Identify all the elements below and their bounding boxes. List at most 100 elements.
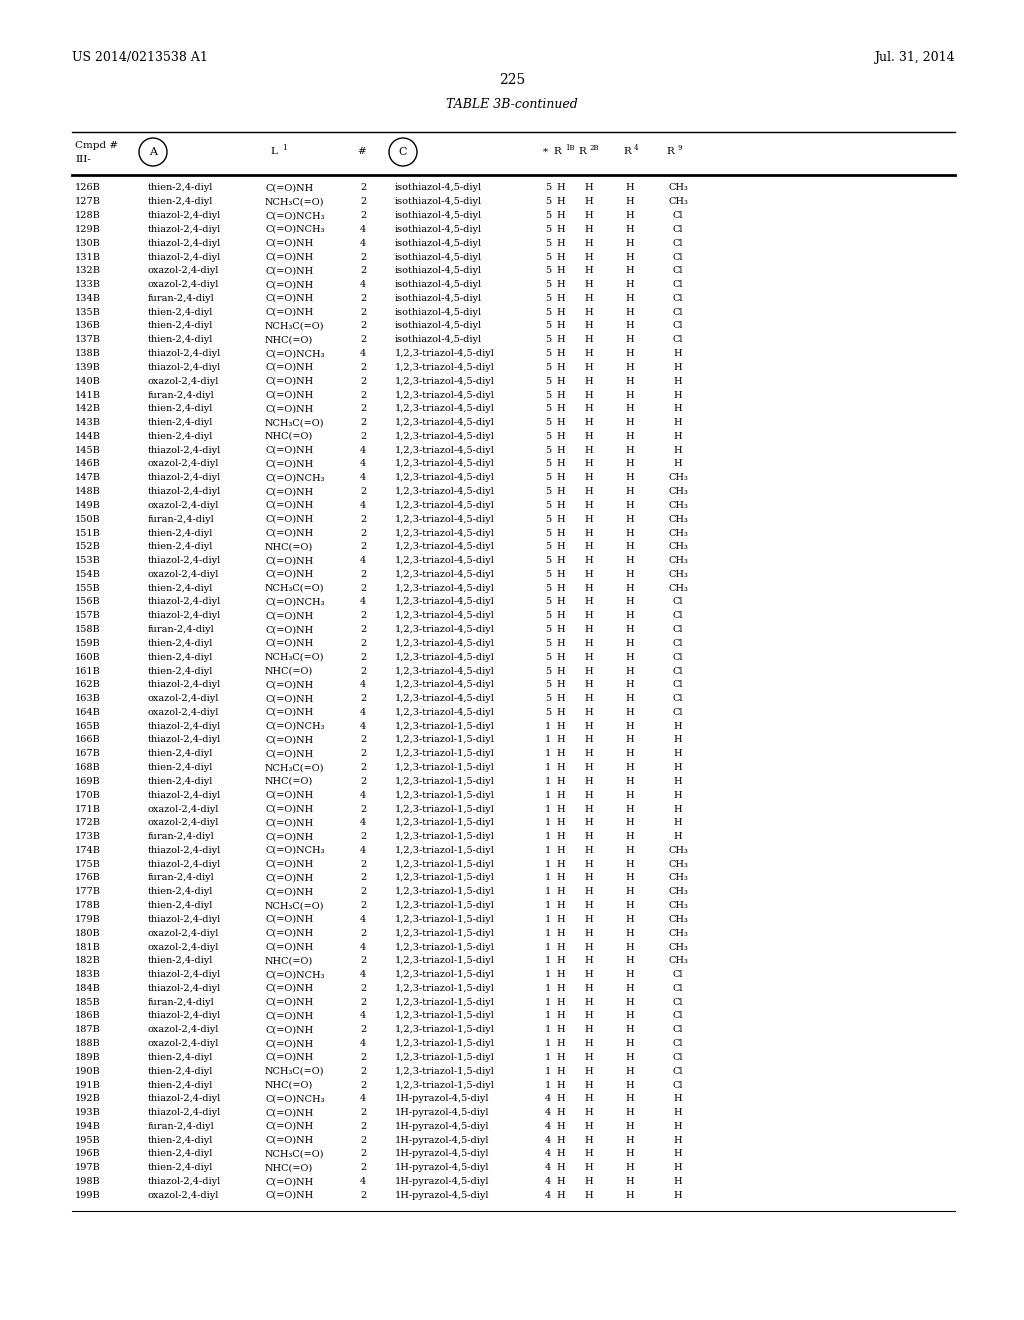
Text: 2: 2 <box>360 404 367 413</box>
Text: thiazol-2,4-diyl: thiazol-2,4-diyl <box>148 915 221 924</box>
Text: 153B: 153B <box>75 556 101 565</box>
Text: C(=O)NCH₃: C(=O)NCH₃ <box>265 970 325 979</box>
Text: CH₃: CH₃ <box>668 915 688 924</box>
Text: H: H <box>585 680 593 689</box>
Text: H: H <box>585 418 593 428</box>
Text: 2: 2 <box>360 528 367 537</box>
Text: 196B: 196B <box>75 1150 100 1159</box>
Text: 167B: 167B <box>75 750 101 758</box>
Text: C(=O)NH: C(=O)NH <box>265 887 313 896</box>
Text: 149B: 149B <box>75 500 101 510</box>
Text: H: H <box>557 280 565 289</box>
Text: 2: 2 <box>360 929 367 937</box>
Text: 4: 4 <box>360 474 367 482</box>
Text: 1,2,3-triazol-4,5-diyl: 1,2,3-triazol-4,5-diyl <box>395 543 495 552</box>
Text: thien-2,4-diyl: thien-2,4-diyl <box>148 1053 213 1061</box>
Text: H: H <box>585 239 593 248</box>
Text: H: H <box>557 1081 565 1089</box>
Text: thien-2,4-diyl: thien-2,4-diyl <box>148 639 213 648</box>
Text: 5: 5 <box>545 626 551 634</box>
Text: 1,2,3-triazol-1,5-diyl: 1,2,3-triazol-1,5-diyl <box>395 942 495 952</box>
Text: 2: 2 <box>360 1163 367 1172</box>
Text: thien-2,4-diyl: thien-2,4-diyl <box>148 902 213 909</box>
Text: 4: 4 <box>545 1150 551 1159</box>
Text: oxazol-2,4-diyl: oxazol-2,4-diyl <box>148 500 219 510</box>
Text: 134B: 134B <box>75 294 101 302</box>
Text: 128B: 128B <box>75 211 101 220</box>
Text: oxazol-2,4-diyl: oxazol-2,4-diyl <box>148 1026 219 1035</box>
Text: 4: 4 <box>360 1094 367 1104</box>
Text: 1H-pyrazol-4,5-diyl: 1H-pyrazol-4,5-diyl <box>395 1122 489 1131</box>
Text: C: C <box>398 147 408 157</box>
Text: H: H <box>626 874 634 883</box>
Text: 4: 4 <box>360 942 367 952</box>
Text: H: H <box>557 915 565 924</box>
Text: C(=O)NH: C(=O)NH <box>265 680 313 689</box>
Text: C(=O)NH: C(=O)NH <box>265 252 313 261</box>
Text: H: H <box>557 1135 565 1144</box>
Text: H: H <box>626 1011 634 1020</box>
Text: H: H <box>557 942 565 952</box>
Text: H: H <box>557 1039 565 1048</box>
Text: H: H <box>557 998 565 1007</box>
Text: H: H <box>585 1107 593 1117</box>
Text: H: H <box>557 1026 565 1035</box>
Text: 2: 2 <box>360 611 367 620</box>
Text: 1,2,3-triazol-4,5-diyl: 1,2,3-triazol-4,5-diyl <box>395 680 495 689</box>
Text: 174B: 174B <box>75 846 101 855</box>
Text: 1,2,3-triazol-4,5-diyl: 1,2,3-triazol-4,5-diyl <box>395 639 495 648</box>
Text: 154B: 154B <box>75 570 101 579</box>
Text: 1,2,3-triazol-1,5-diyl: 1,2,3-triazol-1,5-diyl <box>395 722 495 731</box>
Text: H: H <box>557 708 565 717</box>
Text: 2: 2 <box>360 1081 367 1089</box>
Text: 1: 1 <box>545 929 551 937</box>
Text: H: H <box>674 459 682 469</box>
Text: C(=O)NCH₃: C(=O)NCH₃ <box>265 598 325 606</box>
Text: 164B: 164B <box>75 708 101 717</box>
Text: 4: 4 <box>360 1177 367 1187</box>
Text: C(=O)NH: C(=O)NH <box>265 915 313 924</box>
Text: 5: 5 <box>545 500 551 510</box>
Text: 5: 5 <box>545 598 551 606</box>
Text: Cl: Cl <box>673 239 683 248</box>
Text: furan-2,4-diyl: furan-2,4-diyl <box>148 832 215 841</box>
Text: NHC(=O): NHC(=O) <box>265 543 313 552</box>
Text: H: H <box>585 183 593 193</box>
Text: Cl: Cl <box>673 694 683 704</box>
Text: 5: 5 <box>545 487 551 496</box>
Text: oxazol-2,4-diyl: oxazol-2,4-diyl <box>148 459 219 469</box>
Text: CH₃: CH₃ <box>668 929 688 937</box>
Text: H: H <box>626 956 634 965</box>
Text: CH₃: CH₃ <box>668 887 688 896</box>
Text: 2: 2 <box>360 1150 367 1159</box>
Text: 4: 4 <box>360 915 367 924</box>
Text: H: H <box>585 859 593 869</box>
Text: 1: 1 <box>545 956 551 965</box>
Text: 183B: 183B <box>75 970 101 979</box>
Text: 1: 1 <box>545 791 551 800</box>
Text: 5: 5 <box>545 515 551 524</box>
Text: 2: 2 <box>360 570 367 579</box>
Text: H: H <box>557 956 565 965</box>
Text: 1: 1 <box>545 859 551 869</box>
Text: furan-2,4-diyl: furan-2,4-diyl <box>148 515 215 524</box>
Text: thien-2,4-diyl: thien-2,4-diyl <box>148 335 213 345</box>
Text: 1H-pyrazol-4,5-diyl: 1H-pyrazol-4,5-diyl <box>395 1177 489 1187</box>
Text: 2: 2 <box>360 583 367 593</box>
Text: 1,2,3-triazol-1,5-diyl: 1,2,3-triazol-1,5-diyl <box>395 983 495 993</box>
Text: Cl: Cl <box>673 1067 683 1076</box>
Text: C(=O)NH: C(=O)NH <box>265 446 313 454</box>
Text: 126B: 126B <box>75 183 101 193</box>
Text: NCH₃C(=O): NCH₃C(=O) <box>265 583 325 593</box>
Text: 191B: 191B <box>75 1081 101 1089</box>
Text: C(=O)NH: C(=O)NH <box>265 942 313 952</box>
Text: R: R <box>578 148 586 157</box>
Text: H: H <box>674 1122 682 1131</box>
Text: CH₃: CH₃ <box>668 528 688 537</box>
Text: H: H <box>626 611 634 620</box>
Text: oxazol-2,4-diyl: oxazol-2,4-diyl <box>148 694 219 704</box>
Text: 5: 5 <box>545 611 551 620</box>
Text: H: H <box>557 902 565 909</box>
Text: H: H <box>557 1011 565 1020</box>
Text: H: H <box>557 859 565 869</box>
